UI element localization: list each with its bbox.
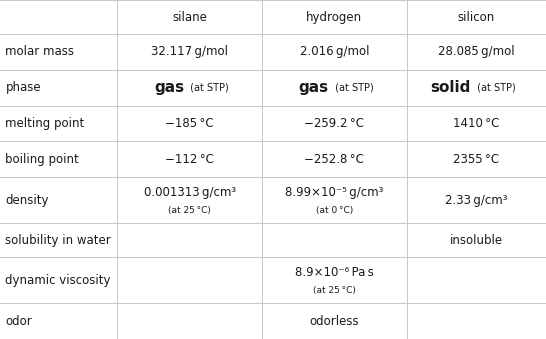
Text: 8.99×10⁻⁵ g/cm³: 8.99×10⁻⁵ g/cm³ [285, 186, 384, 199]
Text: (at 0 °C): (at 0 °C) [316, 206, 353, 215]
Text: −259.2 °C: −259.2 °C [305, 117, 364, 130]
Text: 32.117 g/mol: 32.117 g/mol [151, 45, 228, 58]
Text: melting point: melting point [5, 117, 85, 130]
Text: silane: silane [173, 11, 207, 23]
Text: gas: gas [299, 80, 329, 95]
Text: −185 °C: −185 °C [165, 117, 214, 130]
Text: silicon: silicon [458, 11, 495, 23]
Text: boiling point: boiling point [5, 153, 79, 166]
Text: 8.9×10⁻⁶ Pa s: 8.9×10⁻⁶ Pa s [295, 266, 374, 279]
Text: (at STP): (at STP) [474, 83, 515, 93]
Text: 2.016 g/mol: 2.016 g/mol [300, 45, 369, 58]
Text: 0.001313 g/cm³: 0.001313 g/cm³ [144, 186, 236, 199]
Text: 1410 °C: 1410 °C [453, 117, 500, 130]
Text: −252.8 °C: −252.8 °C [305, 153, 364, 166]
Text: 28.085 g/mol: 28.085 g/mol [438, 45, 515, 58]
Text: molar mass: molar mass [5, 45, 74, 58]
Text: solubility in water: solubility in water [5, 234, 111, 247]
Text: solid: solid [431, 80, 471, 95]
Text: odorless: odorless [310, 315, 359, 327]
Text: insoluble: insoluble [450, 234, 503, 247]
Text: phase: phase [5, 81, 41, 94]
Text: 2355 °C: 2355 °C [453, 153, 500, 166]
Text: density: density [5, 194, 49, 207]
Text: 2.33 g/cm³: 2.33 g/cm³ [445, 194, 508, 207]
Text: hydrogen: hydrogen [306, 11, 363, 23]
Text: −112 °C: −112 °C [165, 153, 214, 166]
Text: (at 25 °C): (at 25 °C) [168, 206, 211, 215]
Text: dynamic viscosity: dynamic viscosity [5, 274, 111, 287]
Text: (at 25 °C): (at 25 °C) [313, 286, 356, 295]
Text: gas: gas [154, 80, 185, 95]
Text: (at STP): (at STP) [187, 83, 229, 93]
Text: odor: odor [5, 315, 32, 327]
Text: (at STP): (at STP) [332, 83, 373, 93]
